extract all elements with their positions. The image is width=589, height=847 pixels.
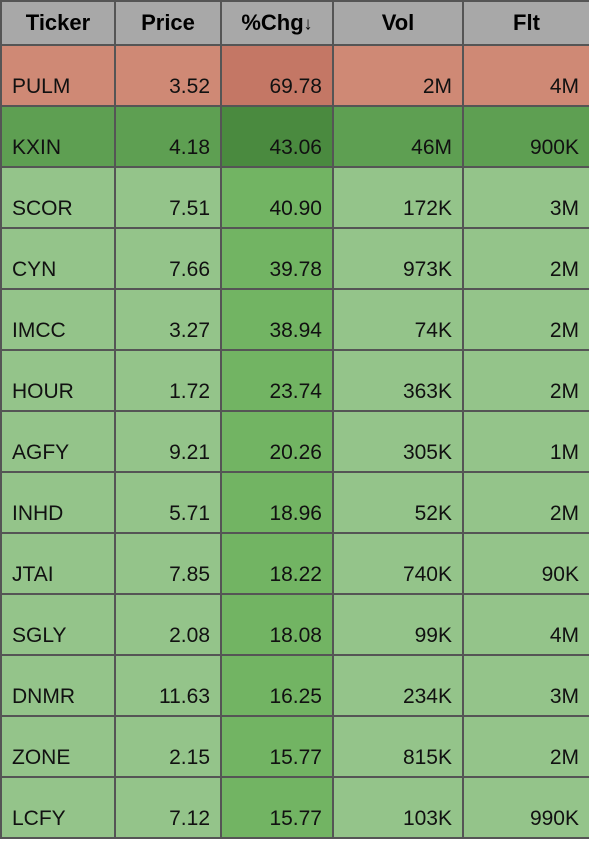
cell-price: 1.72 [115, 350, 221, 411]
cell-vol: 815K [333, 716, 463, 777]
cell-chg: 23.74 [221, 350, 333, 411]
cell-ticker: IMCC [1, 289, 115, 350]
column-label: Ticker [26, 10, 90, 35]
table-body: PULM3.5269.782M4MKXIN4.1843.0646M900KSCO… [1, 45, 589, 838]
cell-vol: 52K [333, 472, 463, 533]
cell-flt: 4M [463, 594, 589, 655]
cell-vol: 363K [333, 350, 463, 411]
column-header-flt[interactable]: Flt [463, 1, 589, 45]
cell-ticker: JTAI [1, 533, 115, 594]
table-header-row: Ticker Price %Chg↓ Vol Flt [1, 1, 589, 45]
table-row[interactable]: DNMR11.6316.25234K3M [1, 655, 589, 716]
table-row[interactable]: KXIN4.1843.0646M900K [1, 106, 589, 167]
table-row[interactable]: INHD5.7118.9652K2M [1, 472, 589, 533]
cell-vol: 305K [333, 411, 463, 472]
cell-flt: 3M [463, 167, 589, 228]
cell-chg: 16.25 [221, 655, 333, 716]
table-row[interactable]: AGFY9.2120.26305K1M [1, 411, 589, 472]
cell-flt: 1M [463, 411, 589, 472]
cell-ticker: SCOR [1, 167, 115, 228]
cell-flt: 3M [463, 655, 589, 716]
column-label: Price [141, 10, 195, 35]
column-header-vol[interactable]: Vol [333, 1, 463, 45]
cell-chg: 40.90 [221, 167, 333, 228]
cell-price: 7.51 [115, 167, 221, 228]
cell-price: 7.85 [115, 533, 221, 594]
cell-chg: 38.94 [221, 289, 333, 350]
cell-ticker: LCFY [1, 777, 115, 838]
cell-price: 11.63 [115, 655, 221, 716]
cell-chg: 18.08 [221, 594, 333, 655]
cell-price: 5.71 [115, 472, 221, 533]
cell-price: 3.27 [115, 289, 221, 350]
cell-flt: 2M [463, 228, 589, 289]
cell-vol: 172K [333, 167, 463, 228]
cell-flt: 90K [463, 533, 589, 594]
column-header-chg[interactable]: %Chg↓ [221, 1, 333, 45]
column-header-price[interactable]: Price [115, 1, 221, 45]
cell-vol: 2M [333, 45, 463, 106]
cell-vol: 740K [333, 533, 463, 594]
cell-ticker: PULM [1, 45, 115, 106]
table-row[interactable]: SCOR7.5140.90172K3M [1, 167, 589, 228]
cell-ticker: SGLY [1, 594, 115, 655]
cell-flt: 900K [463, 106, 589, 167]
cell-price: 7.66 [115, 228, 221, 289]
cell-chg: 39.78 [221, 228, 333, 289]
cell-ticker: CYN [1, 228, 115, 289]
cell-vol: 99K [333, 594, 463, 655]
cell-ticker: HOUR [1, 350, 115, 411]
cell-flt: 2M [463, 716, 589, 777]
cell-chg: 18.22 [221, 533, 333, 594]
column-label: Vol [382, 10, 415, 35]
table-row[interactable]: PULM3.5269.782M4M [1, 45, 589, 106]
cell-chg: 43.06 [221, 106, 333, 167]
table-row[interactable]: SGLY2.0818.0899K4M [1, 594, 589, 655]
cell-price: 7.12 [115, 777, 221, 838]
column-label: %Chg [241, 10, 303, 35]
table-row[interactable]: IMCC3.2738.9474K2M [1, 289, 589, 350]
column-header-ticker[interactable]: Ticker [1, 1, 115, 45]
cell-chg: 15.77 [221, 716, 333, 777]
table-row[interactable]: JTAI7.8518.22740K90K [1, 533, 589, 594]
cell-flt: 2M [463, 289, 589, 350]
cell-ticker: AGFY [1, 411, 115, 472]
cell-vol: 46M [333, 106, 463, 167]
table-row[interactable]: ZONE2.1515.77815K2M [1, 716, 589, 777]
cell-price: 9.21 [115, 411, 221, 472]
cell-vol: 103K [333, 777, 463, 838]
stock-table: Ticker Price %Chg↓ Vol Flt PULM3.5269.78… [0, 0, 589, 839]
cell-ticker: INHD [1, 472, 115, 533]
cell-flt: 4M [463, 45, 589, 106]
cell-price: 4.18 [115, 106, 221, 167]
cell-chg: 20.26 [221, 411, 333, 472]
cell-chg: 69.78 [221, 45, 333, 106]
cell-flt: 2M [463, 350, 589, 411]
cell-price: 2.08 [115, 594, 221, 655]
cell-ticker: ZONE [1, 716, 115, 777]
cell-vol: 973K [333, 228, 463, 289]
cell-chg: 18.96 [221, 472, 333, 533]
sort-desc-icon: ↓ [304, 14, 313, 34]
cell-flt: 2M [463, 472, 589, 533]
column-label: Flt [513, 10, 540, 35]
cell-ticker: KXIN [1, 106, 115, 167]
cell-chg: 15.77 [221, 777, 333, 838]
cell-vol: 74K [333, 289, 463, 350]
cell-vol: 234K [333, 655, 463, 716]
cell-price: 2.15 [115, 716, 221, 777]
cell-flt: 990K [463, 777, 589, 838]
table-row[interactable]: HOUR1.7223.74363K2M [1, 350, 589, 411]
table-row[interactable]: CYN7.6639.78973K2M [1, 228, 589, 289]
cell-ticker: DNMR [1, 655, 115, 716]
table-row[interactable]: LCFY7.1215.77103K990K [1, 777, 589, 838]
cell-price: 3.52 [115, 45, 221, 106]
